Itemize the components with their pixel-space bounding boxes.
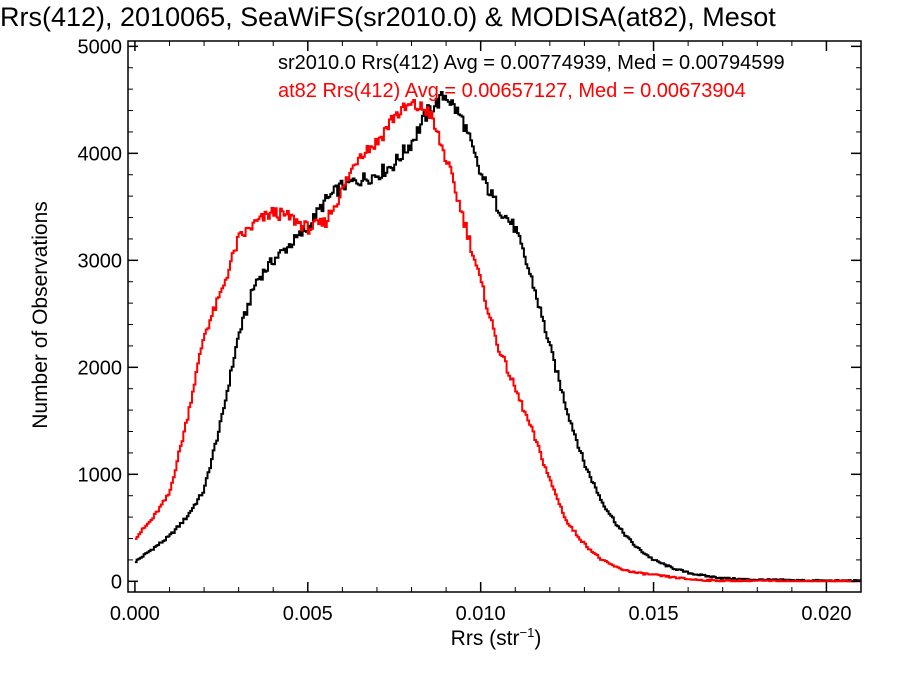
y-tick-label: 2000 (78, 357, 123, 379)
x-axis-label-superscript: −1 (519, 625, 535, 640)
x-axis-label: Rrs (str−1) (451, 625, 542, 651)
series-line-at82 (134, 99, 861, 583)
legend-sr2010: sr2010.0 Rrs(412) Avg = 0.00774939, Med … (278, 52, 785, 74)
plot-frame (127, 40, 862, 593)
y-tick-label: 1000 (78, 464, 123, 486)
x-tick-label: 0.020 (801, 603, 851, 625)
y-tick-label: 5000 (78, 36, 123, 58)
series-layer (134, 91, 861, 583)
y-tick-label: 0 (111, 571, 122, 593)
x-tick-label: 0.010 (456, 603, 506, 625)
series-line-sr2010-0 (134, 91, 861, 583)
y-axis-label: Number of Observations (29, 201, 52, 429)
x-axis-label-main: Rrs (str (450, 627, 520, 650)
chart-title: Rrs(412), 2010065, SeaWiFS(sr2010.0) & M… (0, 2, 776, 32)
ticks-layer: 0.000 0.005 0.010 0.015 0.020 0 1000 2000 3000 40… (78, 36, 862, 625)
x-tick-label: 0.005 (283, 603, 333, 625)
x-tick-label: 0.015 (629, 603, 679, 625)
x-tick-label: 0.000 (110, 603, 160, 625)
x-axis-label-close: ) (534, 627, 542, 650)
y-tick-label: 3000 (78, 250, 123, 272)
y-tick-label: 4000 (78, 143, 123, 165)
legend-at82: at82 Rrs(412) Avg = 0.00657127, Med = 0.… (278, 80, 746, 102)
